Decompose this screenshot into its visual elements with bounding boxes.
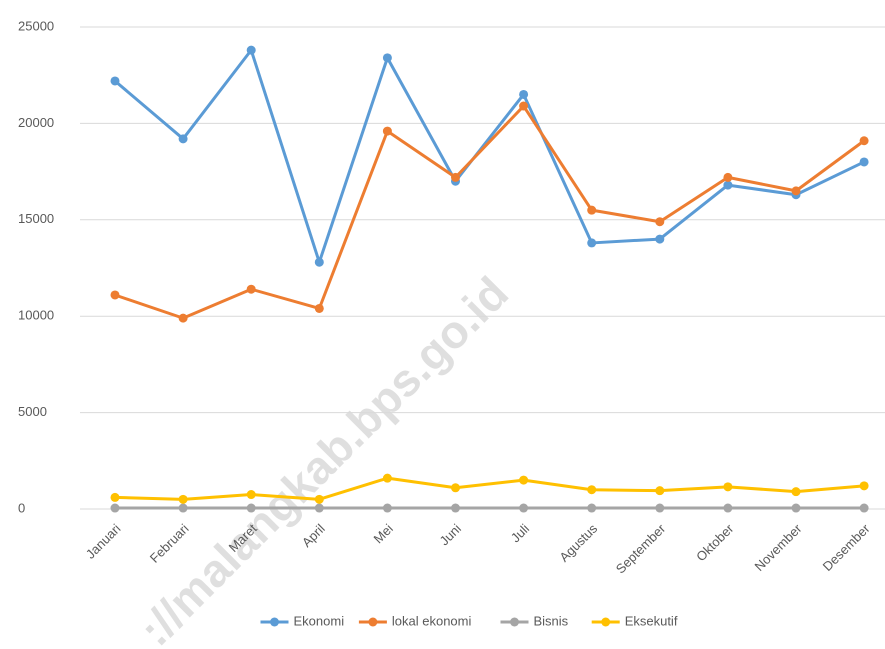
series-line	[114, 48, 865, 264]
data-point	[178, 313, 188, 323]
data-point	[859, 136, 869, 146]
data-point	[246, 490, 256, 500]
data-point	[451, 172, 460, 182]
data-point	[587, 238, 597, 248]
data-point	[178, 494, 188, 504]
y-tick-label: 0	[18, 500, 25, 515]
series-line	[114, 476, 865, 501]
data-point	[791, 186, 801, 196]
data-point	[110, 503, 120, 513]
data-point	[178, 134, 188, 144]
data-point	[655, 234, 665, 244]
legend-label: Bisnis	[534, 613, 569, 628]
data-point	[723, 172, 733, 182]
data-point	[314, 303, 324, 313]
data-point	[451, 483, 460, 493]
data-point	[655, 503, 665, 513]
data-point	[382, 126, 392, 136]
y-tick-label: 25000	[18, 18, 54, 33]
y-tick-label: 10000	[18, 308, 54, 323]
legend-marker	[510, 617, 519, 627]
data-point	[587, 485, 597, 495]
data-point	[723, 180, 733, 190]
data-point	[791, 503, 801, 513]
y-tick-label: 5000	[18, 404, 47, 419]
y-tick-label: 15000	[18, 211, 54, 226]
data-point	[723, 503, 733, 513]
data-point	[519, 89, 529, 99]
data-point	[110, 290, 120, 300]
data-point	[382, 53, 392, 63]
data-point	[791, 487, 801, 497]
data-point	[451, 503, 460, 513]
data-point	[246, 284, 256, 294]
data-point	[246, 45, 256, 55]
legend-label: Eksekutif	[625, 613, 678, 628]
data-point	[382, 503, 392, 513]
data-point	[110, 492, 120, 502]
data-point	[314, 503, 324, 513]
data-point	[859, 503, 869, 513]
data-point	[655, 217, 665, 227]
series-line	[114, 104, 865, 320]
data-point	[519, 101, 529, 111]
legend-marker	[601, 617, 611, 627]
data-point	[859, 481, 869, 491]
data-point	[110, 76, 120, 86]
data-point	[382, 473, 392, 483]
data-point	[314, 494, 324, 504]
data-point	[655, 486, 665, 496]
data-point	[178, 503, 188, 513]
data-point	[314, 257, 324, 267]
data-point	[859, 157, 869, 167]
data-point	[246, 503, 256, 513]
legend-marker	[270, 617, 279, 627]
legend-marker	[368, 617, 378, 627]
y-tick-label: 20000	[18, 115, 54, 130]
data-point	[587, 205, 597, 215]
data-point	[723, 482, 733, 492]
data-point	[519, 503, 529, 513]
legend-label: Ekonomi	[294, 613, 345, 628]
data-point	[519, 475, 529, 485]
legend-label: lokal ekonomi	[392, 613, 472, 628]
data-point	[587, 503, 597, 513]
